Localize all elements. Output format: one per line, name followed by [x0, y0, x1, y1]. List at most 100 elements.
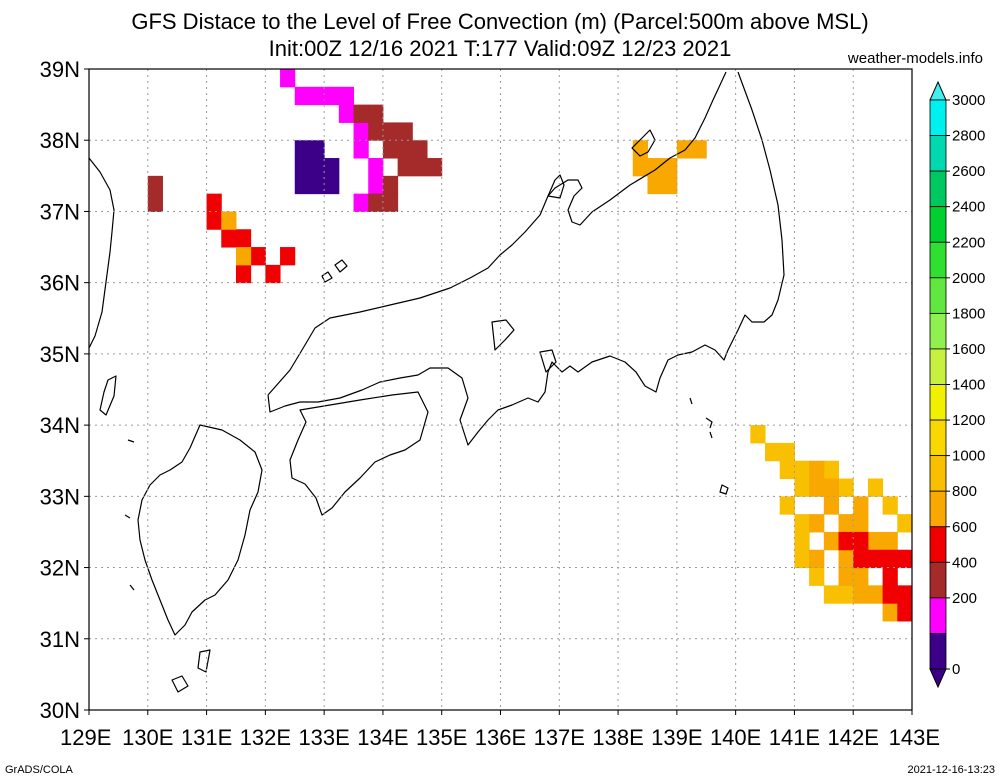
shaded-cell: [632, 158, 648, 177]
shaded-region-sea-of-japan-core: [294, 140, 340, 195]
shaded-cell: [867, 478, 884, 497]
lat-label: 31N: [40, 627, 80, 652]
colorbar-label: 800: [952, 483, 977, 500]
shaded-cell: [397, 158, 413, 177]
lat-label: 38N: [40, 128, 80, 153]
tsushima-outline: [99, 375, 117, 416]
shaded-cell: [882, 496, 898, 515]
shaded-cell: [368, 193, 384, 212]
shaded-region-sea-of-japan-brown: [353, 104, 443, 212]
kyushu-coastline: [137, 424, 263, 636]
shaded-cell: [867, 531, 884, 551]
shaded-cell: [882, 603, 898, 622]
shaded-cell: [294, 158, 310, 177]
colorbar-label: 2400: [952, 199, 985, 216]
colorbar-label: 2600: [952, 163, 985, 180]
colorbar-label: 2200: [952, 234, 985, 251]
shaded-cell: [353, 104, 369, 123]
lon-label: 143E: [889, 725, 940, 750]
lon-label: 139E: [651, 725, 702, 750]
colorbar-label: 0: [952, 661, 960, 678]
colorbar-swatch: [929, 206, 947, 243]
lon-label: 142E: [828, 725, 879, 750]
colorbar-label: 200: [952, 590, 977, 607]
shaded-cell: [147, 175, 163, 195]
shaded-cell: [309, 140, 325, 159]
map-title: GFS Distace to the Level of Free Convect…: [131, 9, 868, 34]
awaji-outline: [491, 319, 557, 373]
latitude-labels: 39N 38N 37N 36N 35N 34N 33N 32N 31N 30N: [40, 57, 89, 723]
shaded-cell: [823, 531, 840, 551]
southern-islands-outline: [124, 439, 211, 693]
colorbar-label: 1400: [952, 377, 985, 394]
shaded-cell: [221, 229, 237, 248]
shaded-cell: [147, 193, 163, 212]
colorbar-bottom-arrow: [929, 668, 947, 689]
shaded-region-oki-orange: [221, 211, 252, 266]
shaded-cell: [382, 175, 399, 195]
colorbar-swatch: [929, 490, 947, 528]
shaded-cell: [882, 531, 898, 551]
shaded-cell: [853, 567, 869, 586]
colorbar-swatch: [929, 277, 947, 314]
shaded-cell: [779, 460, 795, 480]
shaded-cell: [265, 264, 281, 284]
colorbar-label: 600: [952, 519, 977, 536]
shaded-region-sado-orange: [632, 140, 707, 195]
lon-label: 136E: [475, 725, 526, 750]
map-plot-area: [88, 68, 913, 711]
lat-label: 37N: [40, 199, 80, 224]
lon-label: 131E: [181, 725, 232, 750]
lon-label: 130E: [122, 725, 173, 750]
shaded-cell: [794, 514, 810, 533]
shaded-cell: [294, 175, 310, 195]
map-subtitle: Init:00Z 12/16 2021 T:177 Valid:09Z 12/2…: [269, 36, 732, 61]
shaded-cell: [324, 86, 340, 106]
shaded-cell: [338, 104, 355, 123]
shaded-cell: [382, 193, 399, 212]
lat-lon-grid: [89, 69, 912, 710]
colorbar-label: 1600: [952, 341, 985, 358]
colorbar-label: 3000: [952, 92, 985, 109]
shaded-cell: [691, 140, 707, 159]
shaded-cell: [823, 585, 840, 604]
colorbar-swatch: [929, 135, 947, 172]
shaded-cell: [662, 175, 678, 195]
colorbar-swatch: [929, 312, 947, 350]
lon-label: 133E: [298, 725, 349, 750]
lon-label: 129E: [60, 725, 111, 750]
shaded-cell: [794, 460, 810, 480]
shaded-cell: [853, 549, 869, 569]
shaded-cell: [427, 158, 443, 177]
shaded-cell: [779, 442, 795, 462]
shaded-cell: [823, 460, 840, 480]
lon-label: 140E: [710, 725, 761, 750]
shaded-cell: [206, 211, 222, 230]
shaded-cell: [309, 175, 325, 195]
shaded-cell: [235, 229, 252, 248]
lat-label: 39N: [40, 57, 80, 82]
lon-label: 138E: [592, 725, 643, 750]
shaded-cell: [838, 549, 854, 569]
colorbar-label: 2000: [952, 270, 985, 287]
shaded-cell: [294, 86, 310, 106]
colorbar-label: 400: [952, 554, 977, 571]
shaded-cell: [897, 549, 913, 569]
lat-label: 30N: [40, 698, 80, 723]
colorbar-swatch: [929, 597, 947, 634]
shaded-cell: [823, 496, 840, 515]
shaded-fields: [147, 69, 913, 622]
colorbar-swatch: [929, 348, 947, 385]
shaded-cell: [412, 140, 428, 159]
colorbar-swatch: [929, 384, 947, 421]
shaded-cell: [867, 549, 884, 569]
shaded-region-sea-of-japan-west: [147, 175, 163, 212]
lon-label: 135E: [416, 725, 467, 750]
shaded-cell: [397, 140, 413, 159]
lon-label: 132E: [240, 725, 291, 750]
colorbar-swatch: [929, 241, 947, 279]
shaded-cell: [853, 531, 869, 551]
shaded-cell: [309, 158, 325, 177]
colorbar-swatch: [929, 419, 947, 457]
